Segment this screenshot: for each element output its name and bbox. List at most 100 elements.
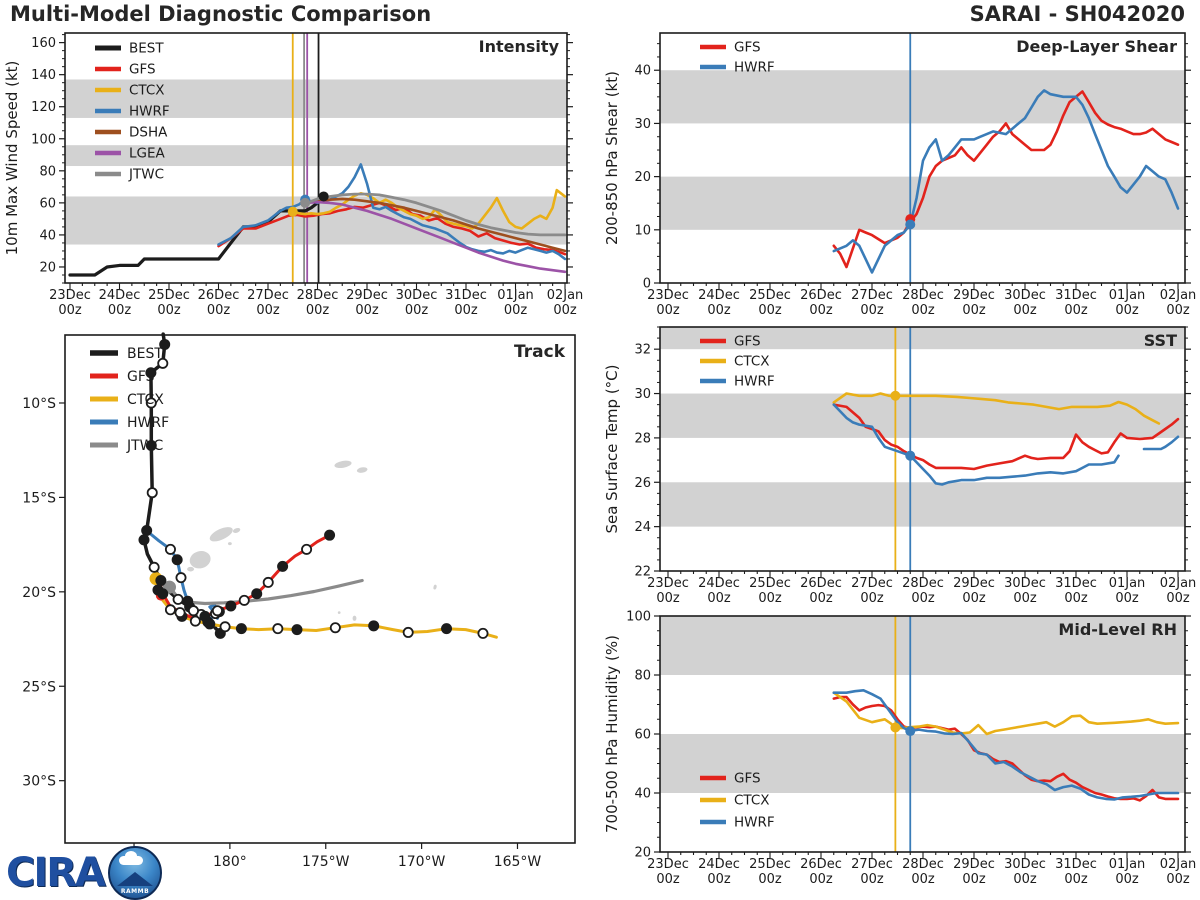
track-marker — [211, 605, 223, 617]
svg-text:700-500 hPa Humidity (%): 700-500 hPa Humidity (%) — [603, 635, 621, 833]
svg-text:100: 100 — [31, 132, 56, 147]
track-marker — [164, 543, 176, 555]
intensity-panel: 2040608010012014016023Dec00z24Dec00z25De… — [3, 32, 584, 318]
track-marker — [219, 621, 231, 633]
svg-text:00z: 00z — [355, 303, 379, 318]
svg-text:GFS: GFS — [127, 369, 155, 385]
svg-text:00z: 00z — [809, 591, 833, 606]
svg-text:00z: 00z — [306, 303, 330, 318]
land-shape — [187, 566, 195, 572]
track-marker — [204, 618, 216, 630]
svg-text:00z: 00z — [758, 591, 782, 606]
svg-text:80: 80 — [634, 669, 651, 684]
track-marker — [164, 604, 176, 616]
svg-text:31Dec: 31Dec — [1055, 576, 1097, 591]
track-marker — [145, 397, 157, 409]
svg-text:29Dec: 29Dec — [346, 288, 388, 303]
svg-text:BEST: BEST — [127, 346, 163, 362]
svg-text:01Jan: 01Jan — [1109, 576, 1146, 591]
svg-text:60: 60 — [634, 728, 651, 743]
svg-text:180°: 180° — [213, 854, 247, 870]
svg-text:23Dec: 23Dec — [647, 857, 689, 872]
track-marker — [159, 338, 171, 350]
svg-text:140: 140 — [31, 68, 56, 83]
svg-text:00z: 00z — [962, 591, 986, 606]
svg-text:15°S: 15°S — [22, 490, 56, 506]
svg-text:01Jan: 01Jan — [1109, 288, 1146, 303]
svg-text:29Dec: 29Dec — [953, 288, 995, 303]
svg-text:24Dec: 24Dec — [698, 857, 740, 872]
track-marker — [251, 588, 263, 600]
land-shape — [337, 611, 341, 614]
svg-text:00z: 00z — [1166, 303, 1190, 318]
track-marker — [301, 543, 313, 555]
cira-rammb-logo: CIRA RAMMB — [4, 846, 186, 900]
storm-title: SARAI - SH042020 — [969, 2, 1185, 26]
track-marker — [235, 623, 247, 635]
track-marker — [225, 600, 237, 612]
svg-text:30°S: 30°S — [22, 774, 56, 790]
svg-text:DSHA: DSHA — [129, 125, 168, 141]
svg-text:27Dec: 27Dec — [851, 576, 893, 591]
svg-text:00z: 00z — [656, 872, 680, 887]
page-title: Multi-Model Diagnostic Comparison — [10, 2, 432, 26]
svg-text:JTWC: JTWC — [126, 438, 164, 454]
svg-text:24: 24 — [634, 520, 651, 535]
svg-text:00z: 00z — [207, 303, 231, 318]
svg-text:29Dec: 29Dec — [953, 576, 995, 591]
svg-text:28Dec: 28Dec — [902, 576, 944, 591]
land-shape — [352, 615, 357, 621]
shaded-band — [660, 176, 1185, 230]
svg-text:GFS: GFS — [734, 334, 761, 350]
svg-text:JTWC: JTWC — [128, 167, 164, 183]
shear-panel: 01020304023Dec00z24Dec00z25Dec00z26Dec00… — [603, 32, 1197, 318]
svg-text:20: 20 — [634, 170, 651, 185]
svg-text:31Dec: 31Dec — [445, 288, 487, 303]
svg-text:25Dec: 25Dec — [749, 576, 791, 591]
svg-text:160: 160 — [31, 36, 56, 51]
svg-text:00z: 00z — [1013, 303, 1037, 318]
rh-series-hwrf — [832, 689, 1180, 801]
svg-text:120: 120 — [31, 100, 56, 115]
svg-text:Sea Surface Temp (°C): Sea Surface Temp (°C) — [603, 364, 621, 533]
svg-text:28Dec: 28Dec — [902, 288, 944, 303]
svg-text:26Dec: 26Dec — [800, 288, 842, 303]
svg-text:02Jan: 02Jan — [1160, 288, 1197, 303]
svg-text:00z: 00z — [1064, 872, 1088, 887]
svg-text:00z: 00z — [860, 303, 884, 318]
track-marker — [402, 626, 414, 638]
init-dot — [287, 206, 298, 217]
svg-text:40: 40 — [634, 64, 651, 79]
svg-text:00z: 00z — [1166, 591, 1190, 606]
svg-text:LGEA: LGEA — [129, 146, 166, 162]
svg-text:26: 26 — [634, 476, 651, 491]
svg-text:00z: 00z — [1115, 591, 1139, 606]
track-marker — [141, 524, 153, 536]
track-marker — [138, 534, 150, 546]
svg-text:CTCX: CTCX — [734, 793, 770, 809]
svg-text:02Jan: 02Jan — [547, 288, 584, 303]
svg-text:24Dec: 24Dec — [698, 576, 740, 591]
svg-text:25Dec: 25Dec — [148, 288, 190, 303]
svg-text:Deep-Layer Shear: Deep-Layer Shear — [1016, 37, 1177, 56]
svg-text:00z: 00z — [911, 872, 935, 887]
svg-text:27Dec: 27Dec — [851, 288, 893, 303]
svg-text:01Jan: 01Jan — [497, 288, 534, 303]
svg-text:100: 100 — [626, 610, 651, 625]
svg-text:00z: 00z — [1115, 303, 1139, 318]
svg-text:30Dec: 30Dec — [1004, 576, 1046, 591]
land-shape — [334, 460, 352, 469]
intensity-series-jtwc — [303, 192, 567, 237]
svg-text:00z: 00z — [1064, 591, 1088, 606]
svg-text:01Jan: 01Jan — [1109, 857, 1146, 872]
cloud-icon — [119, 851, 143, 865]
track-marker — [277, 560, 289, 572]
svg-text:00z: 00z — [758, 872, 782, 887]
mountain-icon — [117, 872, 153, 886]
track-marker — [187, 605, 199, 617]
svg-text:10°S: 10°S — [22, 396, 56, 412]
svg-text:00z: 00z — [157, 303, 181, 318]
svg-text:00z: 00z — [962, 303, 986, 318]
svg-text:HWRF: HWRF — [734, 374, 775, 390]
